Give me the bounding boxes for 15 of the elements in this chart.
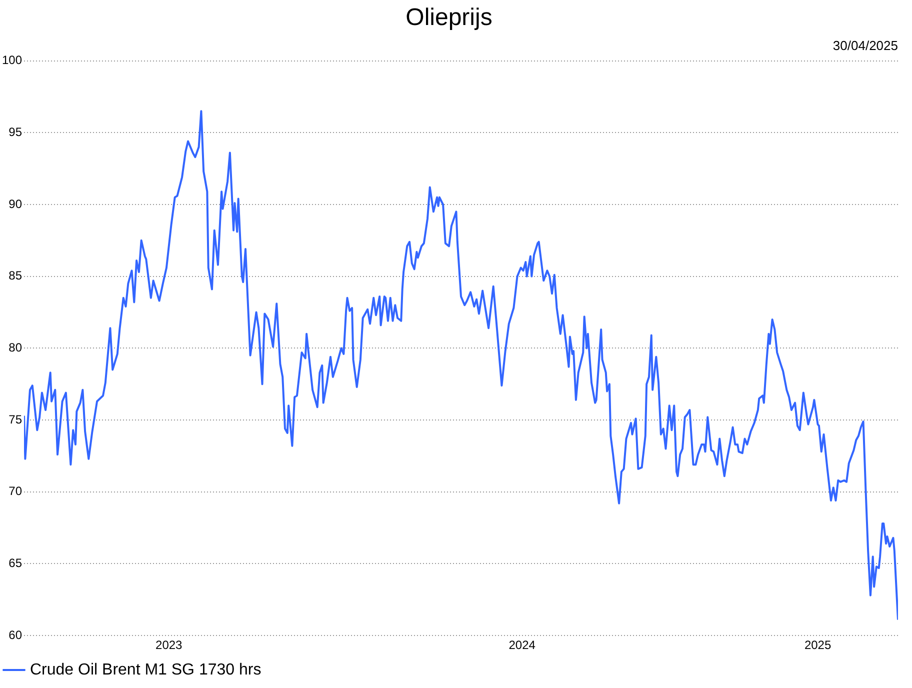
y-tick-label: 65 (8, 556, 22, 570)
x-tick-label: 2023 (156, 638, 183, 652)
x-tick-label: 2024 (508, 638, 536, 652)
y-tick-label: 80 (8, 340, 22, 355)
legend-label: Crude Oil Brent M1 SG 1730 hrs (30, 661, 262, 678)
text: 30/04/2025 (832, 38, 898, 53)
y-tick-label: 60 (8, 628, 22, 642)
chart-title: Olieprijs (406, 4, 492, 32)
y-tick-label: 70 (8, 484, 22, 498)
y-tick-label: 85 (8, 268, 22, 283)
x-tick-label: 2025 (804, 638, 832, 652)
y-tick-label: 95 (8, 124, 22, 139)
y-tick-label: 75 (8, 412, 22, 426)
y-tick-label: 100 (2, 53, 22, 68)
y-tick-label: 90 (8, 196, 22, 211)
